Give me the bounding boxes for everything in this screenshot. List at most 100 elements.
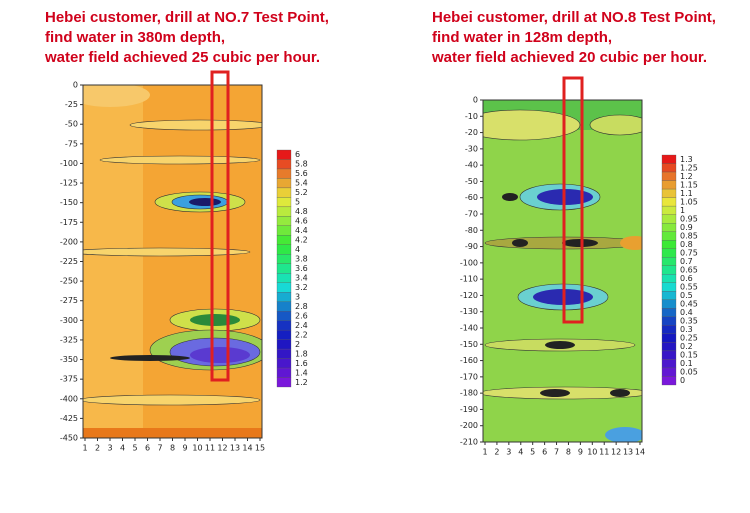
y-tick-label: -150 [60, 198, 78, 207]
colorbar-swatch [661, 231, 677, 241]
y-tick-label: -325 [60, 335, 78, 344]
colorbar-label: 3.6 [295, 264, 308, 273]
y-tick-label: -350 [60, 355, 78, 364]
y-tick-label: -210 [460, 438, 478, 447]
colorbar-label: 4.4 [295, 226, 308, 235]
y-tick-label: 0 [73, 81, 78, 90]
y-tick-label: -225 [60, 257, 78, 266]
colorbar-label: 5.6 [295, 169, 308, 178]
colorbar-label: 3.8 [295, 255, 308, 264]
colorbar-label: 0.5 [680, 291, 693, 300]
colorbar-label: 0.6 [680, 274, 693, 283]
x-tick-label: 7 [554, 448, 559, 457]
y-tick-label: -170 [460, 372, 478, 381]
colorbar-swatch [276, 149, 292, 160]
colorbar-swatch [661, 163, 677, 173]
colorbar-swatch [661, 248, 677, 258]
colorbar-swatch [661, 257, 677, 266]
caption-line: find water in 380m depth, [45, 29, 225, 46]
y-tick-label: -10 [465, 112, 478, 121]
colorbar-label: 2.6 [295, 311, 308, 320]
caption-line: water field achieved 20 cubic per hour. [431, 49, 707, 66]
colorbar-label: 2 [295, 340, 300, 349]
x-tick-label: 8 [566, 448, 571, 457]
x-tick-label: 5 [530, 448, 535, 457]
x-tick-label: 6 [542, 448, 547, 457]
colorbar-swatch [276, 311, 292, 321]
colorbar-swatch [661, 240, 677, 249]
x-tick-label: 2 [494, 448, 499, 457]
colorbar-label: 2.8 [295, 302, 308, 311]
colorbar-label: 5 [295, 198, 300, 207]
colorbar-label: 3.4 [295, 273, 308, 282]
colorbar-label: 0.25 [680, 334, 698, 343]
x-tick-label: 7 [157, 444, 162, 453]
y-tick-label: -250 [60, 277, 78, 286]
y-tick-label: -425 [60, 414, 78, 423]
colorbar-label: 0.8 [680, 240, 693, 249]
colorbar-swatch [276, 187, 292, 198]
caption-line: water field achieved 25 cubic per hour. [44, 49, 320, 66]
y-tick-label: -90 [465, 242, 478, 251]
y-tick-label: -30 [465, 144, 478, 153]
colorbar-swatch [661, 376, 677, 386]
y-tick-label: -60 [465, 193, 478, 202]
x-tick-label: 11 [599, 448, 609, 457]
colorbar-label: 5.8 [295, 160, 308, 169]
y-tick-label: -120 [460, 291, 478, 300]
colorbar-label: 1.15 [680, 180, 698, 189]
colorbar-swatch [276, 197, 292, 208]
y-tick-label: -100 [460, 258, 478, 267]
x-tick-label: 3 [506, 448, 511, 457]
drill-marker [210, 70, 230, 382]
x-tick-label: 10 [587, 448, 597, 457]
colorbar-label: 0.95 [680, 214, 698, 223]
y-tick-label: -20 [465, 128, 478, 137]
y-tick-label: -180 [460, 389, 478, 398]
colorbar-swatch [661, 291, 677, 300]
x-tick-label: 10 [192, 444, 202, 453]
colorbar-swatch [661, 180, 677, 190]
colorbar-label: 5.2 [295, 188, 308, 197]
x-tick-label: 2 [95, 444, 100, 453]
contour-plot [83, 85, 262, 438]
x-tick-label: 5 [132, 444, 137, 453]
colorbar-label: 4.8 [295, 207, 308, 216]
x-tick-label: 13 [623, 448, 633, 457]
colorbar-swatch [276, 329, 292, 340]
x-tick-label: 9 [578, 448, 583, 457]
y-tick-label: -150 [460, 340, 478, 349]
colorbar-label: 1.2 [295, 378, 308, 387]
colorbar-label: 0.55 [680, 283, 698, 292]
colorbar-swatch [276, 159, 292, 170]
colorbar-label: 0.05 [680, 368, 698, 377]
colorbar-swatch [661, 214, 677, 224]
colorbar-label: 1.3 [680, 155, 693, 164]
colorbar-swatch [661, 154, 677, 164]
x-tick-label: 9 [182, 444, 187, 453]
colorbar-label: 1.6 [295, 359, 308, 368]
x-tick-label: 1 [82, 444, 87, 453]
colorbar-label: 5.4 [295, 179, 308, 188]
colorbar-swatch [661, 325, 677, 335]
colorbar-label: 0.65 [680, 266, 698, 275]
colorbar-label: 0.15 [680, 351, 698, 360]
colorbar-swatch [276, 358, 292, 369]
y-tick-label: -200 [460, 421, 478, 430]
colorbar-label: 2.2 [295, 330, 308, 339]
x-tick-label: 1 [482, 448, 487, 457]
colorbar-label: 0.45 [680, 300, 698, 309]
y-tick-label: -75 [65, 139, 78, 148]
y-tick-label: -80 [465, 226, 478, 235]
x-tick-label: 15 [255, 444, 265, 453]
caption-line: Hebei customer, drill at NO.8 Test Point… [432, 9, 716, 26]
colorbar-label: 0.3 [680, 325, 693, 334]
colorbar-label: 1 [680, 206, 685, 215]
colorbar-swatch [661, 367, 677, 377]
x-tick-label: 12 [611, 448, 621, 457]
colorbar-label: 0.2 [680, 342, 693, 351]
colorbar-swatch [276, 367, 292, 378]
y-tick-label: -50 [465, 177, 478, 186]
